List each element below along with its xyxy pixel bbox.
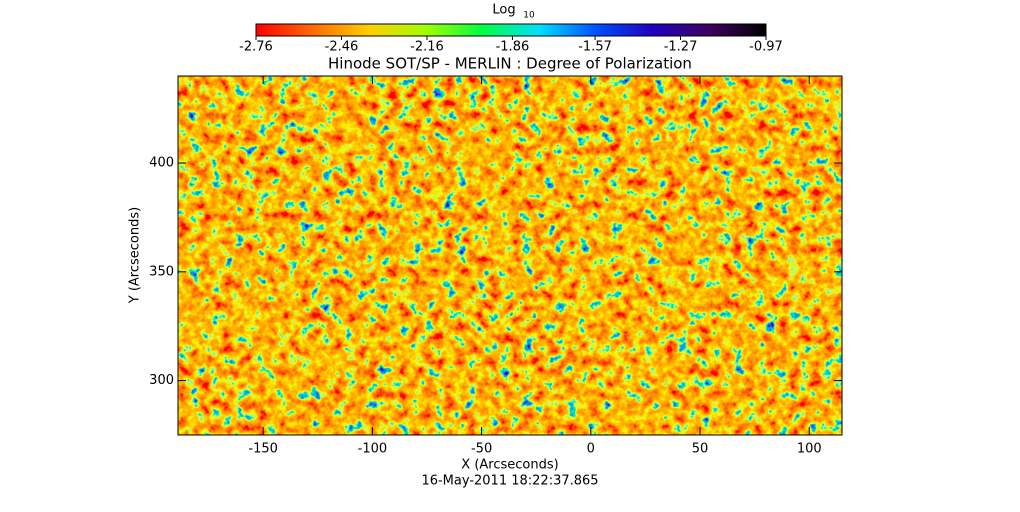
plot-frame [177, 75, 843, 436]
colorbar [255, 23, 767, 37]
subtitle: 16-May-2011 18:22:37.865 [421, 474, 598, 489]
x-tick-label: 50 [692, 442, 709, 457]
x-axis-label: X (Arcseconds) [461, 458, 558, 473]
y-tick-label: 300 [149, 373, 174, 388]
colorbar-tick-label: -1.27 [664, 40, 698, 55]
colorbar-label-subscript: 10 [523, 11, 535, 21]
x-tick-label: 100 [797, 442, 822, 457]
x-tick-label: -150 [248, 442, 278, 457]
x-tick-label: -50 [471, 442, 492, 457]
colorbar-tick-label: -2.76 [239, 40, 273, 55]
colorbar-tick-label: -1.86 [496, 40, 530, 55]
colorbar-tick-label: -2.46 [325, 40, 359, 55]
colorbar-tick-label: -1.57 [578, 40, 612, 55]
y-tick-label: 400 [149, 156, 174, 171]
colorbar-label: Log [492, 3, 515, 18]
colorbar-tick-label: -0.97 [749, 40, 783, 55]
chart-title: Hinode SOT/SP - MERLIN : Degree of Polar… [328, 55, 692, 73]
x-tick-label: 0 [587, 442, 595, 457]
y-tick-label: 350 [149, 264, 174, 279]
colorbar-tick-label: -2.16 [410, 40, 444, 55]
polarization-map [178, 76, 842, 435]
y-axis-label: Y (Arcseconds) [128, 207, 143, 304]
x-tick-label: -100 [358, 442, 388, 457]
